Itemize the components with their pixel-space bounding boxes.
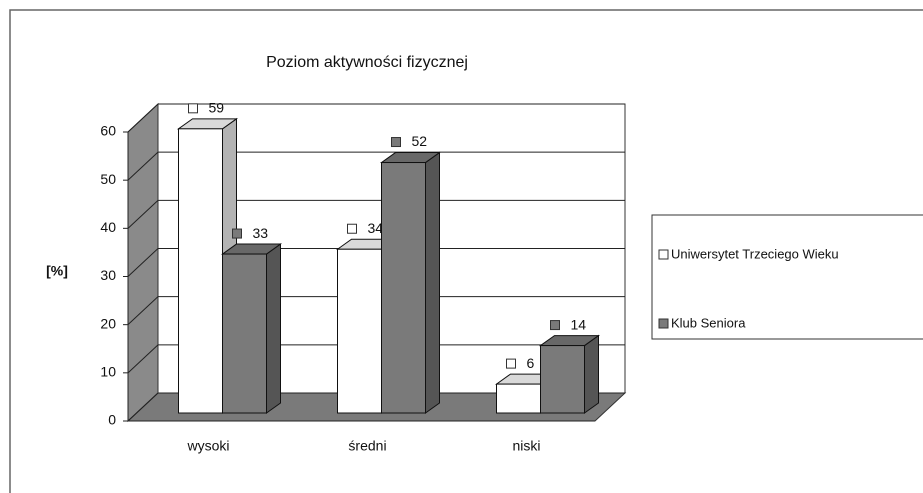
bar: [222, 253, 267, 414]
value-label-key: [188, 103, 198, 114]
y-tick-label: 10: [100, 364, 116, 380]
grid-line-side: [127, 151, 159, 181]
bar: [337, 248, 382, 414]
x-tick-label: wysoki: [186, 438, 229, 454]
x-tick-label: niski: [512, 438, 540, 454]
value-label: 6: [527, 355, 535, 371]
y-axis-label: [%]: [46, 263, 68, 279]
y-tick-label: 40: [100, 219, 116, 235]
value-label-key: [232, 228, 242, 239]
bar: [540, 345, 585, 414]
y-tick-label: 20: [100, 315, 116, 331]
x-tick-label: średni: [348, 438, 386, 454]
chart-title: Poziom aktywności fizycznej: [266, 54, 468, 71]
grid-line-side: [127, 392, 159, 422]
value-label: 33: [253, 225, 269, 241]
bar: [496, 383, 541, 414]
y-tick-label: 0: [108, 412, 116, 428]
bar-side: [266, 243, 281, 414]
value-label-key: [550, 320, 560, 331]
bar-side: [584, 334, 599, 414]
y-tick-label: 50: [100, 171, 116, 187]
value-label-key: [391, 137, 401, 148]
y-tick-label: 60: [100, 123, 116, 139]
grid-line-side: [127, 344, 159, 374]
y-tick-label: 30: [100, 267, 116, 283]
value-label: 14: [571, 316, 587, 332]
grid-line-side: [127, 199, 159, 229]
legend-key: [658, 249, 669, 260]
value-label-key: [347, 223, 357, 234]
legend-key: [658, 318, 669, 329]
legend-label: Klub Seniora: [671, 315, 746, 330]
value-label: 59: [209, 100, 225, 116]
bar: [178, 128, 223, 414]
legend-label: Uniwersytet Trzeciego Wieku: [671, 246, 839, 261]
legend: [651, 214, 923, 340]
value-label: 52: [412, 133, 428, 149]
grid-line-side: [127, 296, 159, 326]
value-label-key: [506, 358, 516, 369]
bar-side: [425, 151, 440, 414]
value-label: 34: [368, 220, 384, 236]
bar: [381, 162, 426, 414]
grid-line-side: [127, 103, 159, 133]
grid-line-side: [127, 248, 159, 277]
